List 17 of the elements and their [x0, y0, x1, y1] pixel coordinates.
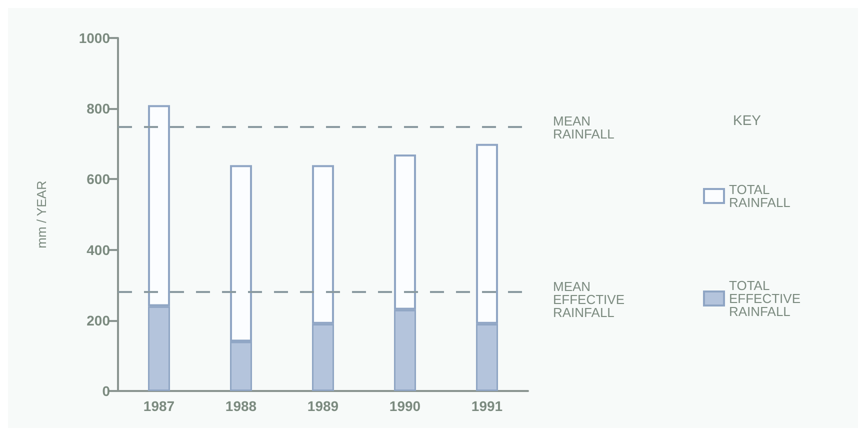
x-tick-label: 1988: [225, 398, 257, 414]
x-tick-label: 1990: [389, 398, 421, 414]
x-tick-label: 1989: [307, 398, 339, 414]
y-tick-label: 200: [86, 312, 110, 328]
x-tick-label: 1991: [471, 398, 503, 414]
ref-line-label: MEAN RAINFALL: [553, 113, 614, 142]
y-tick-label: 800: [86, 100, 110, 117]
y-axis-title: mm / YEAR: [34, 180, 49, 248]
y-tick-label: 1000: [78, 30, 110, 46]
y-tick-label: 600: [86, 171, 110, 188]
y-tick-label: 0: [102, 383, 110, 399]
x-tick-label: 1987: [143, 398, 175, 414]
legend-title: KEY: [733, 112, 762, 128]
legend-label: TOTAL EFFECTIVE RAINFALL: [729, 278, 804, 319]
ref-line-label: MEAN EFFECTIVE RAINFALL: [553, 279, 628, 320]
legend-label: TOTAL RAINFALL: [729, 182, 790, 210]
y-tick-label: 400: [86, 242, 110, 258]
